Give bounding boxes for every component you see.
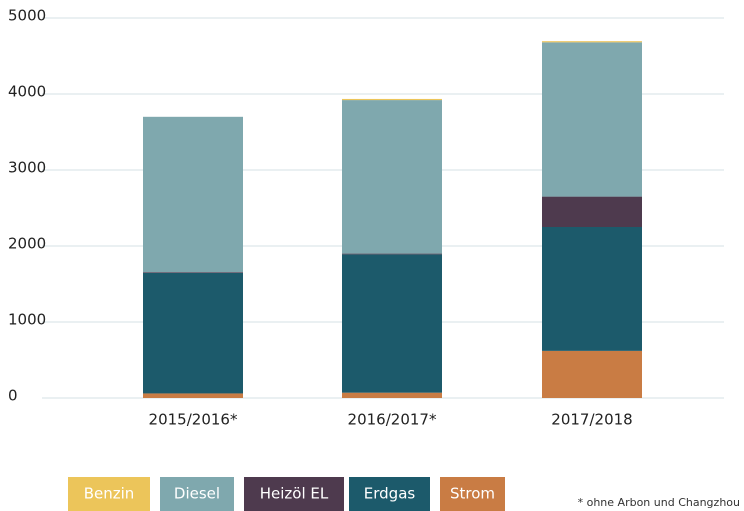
- legend-label: Benzin: [84, 485, 135, 503]
- legend-label: Diesel: [174, 485, 220, 503]
- bar-segment: [542, 42, 642, 197]
- legend-label: Strom: [450, 485, 495, 503]
- y-tick-label: 5000: [8, 7, 46, 25]
- bar-segment: [342, 98, 442, 101]
- y-tick-label: 1000: [8, 311, 46, 329]
- bar-segment: [542, 350, 642, 398]
- y-tick-label: 0: [8, 387, 18, 405]
- bar-segment: [143, 393, 243, 398]
- x-tick-label: 2016/2017*: [348, 411, 437, 429]
- legend-swatch: [244, 477, 344, 511]
- y-tick-label: 3000: [8, 159, 46, 177]
- footnote: * ohne Arbon und Changzhou: [578, 496, 740, 509]
- bar-segment: [542, 227, 642, 351]
- x-tick-label: 2017/2018: [551, 411, 632, 429]
- legend-label: Heizöl EL: [260, 485, 329, 503]
- bar-segment: [542, 196, 642, 227]
- legend-swatch: [160, 477, 234, 511]
- bar-segment: [542, 41, 642, 43]
- legend-swatch: [440, 477, 505, 511]
- bar-segment: [342, 100, 442, 254]
- legend-swatch: [68, 477, 150, 511]
- legend-swatch: [349, 477, 430, 511]
- bar-segment: [342, 392, 442, 398]
- y-tick-label: 2000: [8, 235, 46, 253]
- bar-segment: [342, 253, 442, 255]
- x-tick-label: 2015/2016*: [149, 411, 238, 429]
- bar-segment: [342, 254, 442, 393]
- bar-segment: [143, 116, 243, 273]
- bar-segment: [143, 272, 243, 273]
- y-tick-label: 4000: [8, 83, 46, 101]
- bar-segment: [143, 272, 243, 394]
- legend-label: Erdgas: [364, 485, 416, 503]
